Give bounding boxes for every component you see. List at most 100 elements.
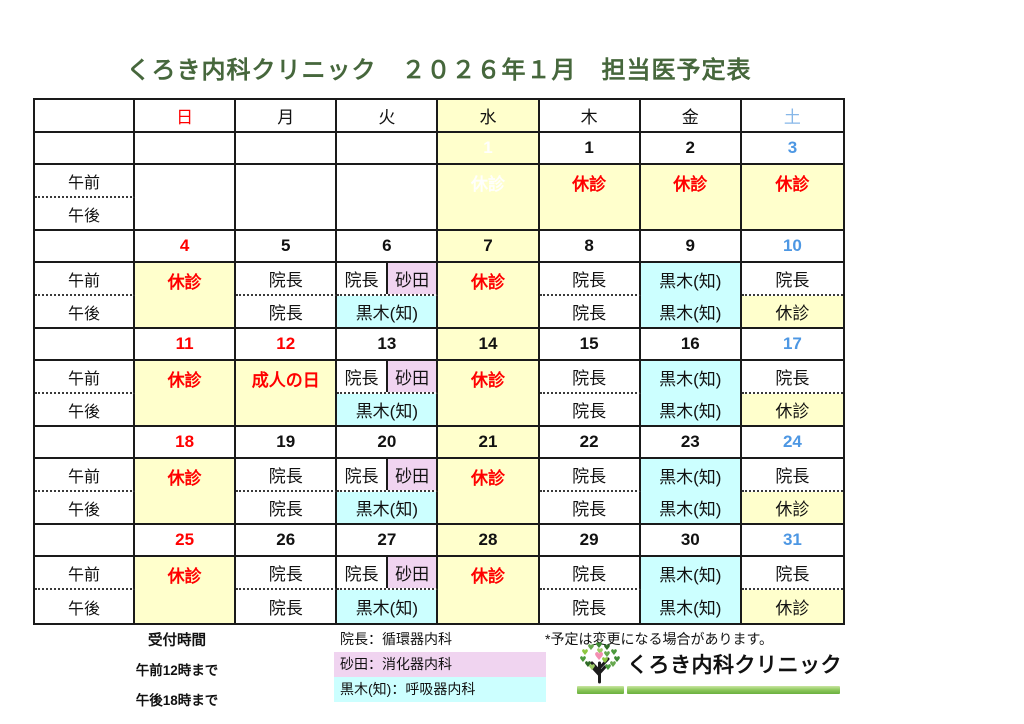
svg-text:♥: ♥ [579,655,586,664]
date-cell: 16 [640,329,742,361]
corner-cell [35,100,135,133]
tree-icon: ♥ ♥ ♥ ♥ ♥ ♥ ♥ ♥ ♥ ♥ ♥ ♥ ♥ ♥ ♥ [579,641,621,684]
legend-director: 院長：循環器内科 [340,631,452,647]
svg-text:♥: ♥ [610,648,617,657]
date-cell: 11 [135,329,237,361]
pm-label: 午後 [35,492,135,525]
schedule-cell-pm: 院長 [539,590,641,623]
schedule-cell-am: 院長 [741,557,843,590]
date-cell [236,133,338,165]
schedule-cell-pm: 黒木(知) [640,394,742,427]
schedule-cell-am-split: 院長 砂田 [337,361,439,394]
svg-text:♥: ♥ [581,648,588,657]
day-header: 月 [236,100,338,133]
schedule-cell-am: 院長 [741,263,843,296]
schedule-cell-pm: 黒木(知) [337,590,439,623]
schedule-change-note: *予定は変更になる場合があります。 [545,631,774,647]
svg-text:♥: ♥ [588,663,595,672]
schedule-cell-pm: 黒木(知) [640,296,742,329]
schedule-cell-pm: 黒木(知) [337,296,439,329]
schedule-cell: 休診 [539,165,641,231]
date-cell: 15 [539,329,641,361]
schedule-cell [135,165,237,231]
schedule-cell-pm: 院長 [539,492,641,525]
am-label: 午前 [35,165,135,198]
schedule-cell-pm: 院長 [539,394,641,427]
date-cell: 26 [236,525,338,557]
schedule-cell-am: 院長 [539,557,641,590]
schedule-cell [236,165,338,231]
day-header: 金 [640,100,742,133]
svg-text:♥: ♥ [601,656,608,665]
date-cell: 30 [640,525,742,557]
doctor-name: 院長 [344,565,379,584]
date-row-label [35,231,135,263]
schedule-cell-am: 院長 [741,459,843,492]
date-cell: 29 [539,525,641,557]
schedule-cell-am: 黒木(知) [640,557,742,590]
svg-text:♥: ♥ [584,660,591,669]
schedule-cell: 休診 [640,165,742,231]
reception-title: 受付時間 [148,633,206,649]
doctor-legend: 院長：循環器内科 砂田：消化器内科 黒木(知)：呼吸器内科 [334,627,546,702]
day-header: 火 [337,100,439,133]
day-header: 土 [741,100,843,133]
date-cell: 21 [438,427,540,459]
logo-underline-tree [577,686,624,694]
schedule-cell-am: 院長 [236,557,338,590]
doctor-name: 砂田 [385,459,437,490]
date-cell: 13 [337,329,439,361]
doctor-name: 院長 [344,271,379,290]
page-title: くろき内科クリニック ２０２６年１月 担当医予定表 [126,57,752,84]
date-cell: 3 [741,133,843,165]
date-cell: 17 [741,329,843,361]
date-cell: 31 [741,525,843,557]
schedule-cell [337,165,439,231]
date-cell: 24 [741,427,843,459]
schedule-cell-pm: 休診 [741,590,843,623]
date-cell: 22 [539,427,641,459]
date-row-label [35,133,135,165]
schedule-cell-am: 黒木(知) [640,361,742,394]
schedule-cell-pm: 黒木(知) [337,492,439,525]
schedule-cell: 休診 [438,557,540,623]
svg-text:♥: ♥ [595,641,602,650]
svg-text:♥: ♥ [613,655,620,664]
date-cell: 4 [135,231,237,263]
pm-label: 午後 [35,198,135,231]
schedule-cell-pm: 休診 [741,394,843,427]
doctor-name: 砂田 [385,557,437,588]
date-cell: 1 [438,133,540,165]
schedule-cell: 成人の日 [236,361,338,427]
schedule-cell-pm: 黒木(知) [640,492,742,525]
doctor-name: 院長 [344,369,379,388]
am-label: 午前 [35,361,135,394]
svg-text:♥: ♥ [596,647,603,656]
schedule-calendar: 日月火水木金土 1 1 2 3 午前 午後 休診 休診 休診 休診 4 5 6 7 8 9 10 午前 午後 休診 院長院… [33,98,845,625]
reception-pm-line: 午後18時まで [135,693,219,708]
schedule-cell: 休診 [438,459,540,525]
date-cell: 19 [236,427,338,459]
schedule-cell: 休診 [135,361,237,427]
schedule-cell: 休診 [438,263,540,329]
pm-label: 午後 [35,296,135,329]
reception-am-line: 午前12時まで [135,663,219,678]
schedule-cell-pm: 院長 [236,296,338,329]
date-cell: 8 [539,231,641,263]
date-cell: 12 [236,329,338,361]
schedule-cell: 休診 [741,165,843,231]
day-header: 水 [438,100,540,133]
date-row-label [35,329,135,361]
schedule-cell-pm: 院長 [236,492,338,525]
date-cell: 7 [438,231,540,263]
schedule-cell: 休診 [135,263,237,329]
schedule-cell-am: 黒木(知) [640,263,742,296]
am-label: 午前 [35,263,135,296]
date-cell: 28 [438,525,540,557]
date-cell: 27 [337,525,439,557]
am-label: 午前 [35,459,135,492]
schedule-cell-am: 院長 [236,263,338,296]
date-row-label [35,525,135,557]
date-cell [135,133,237,165]
